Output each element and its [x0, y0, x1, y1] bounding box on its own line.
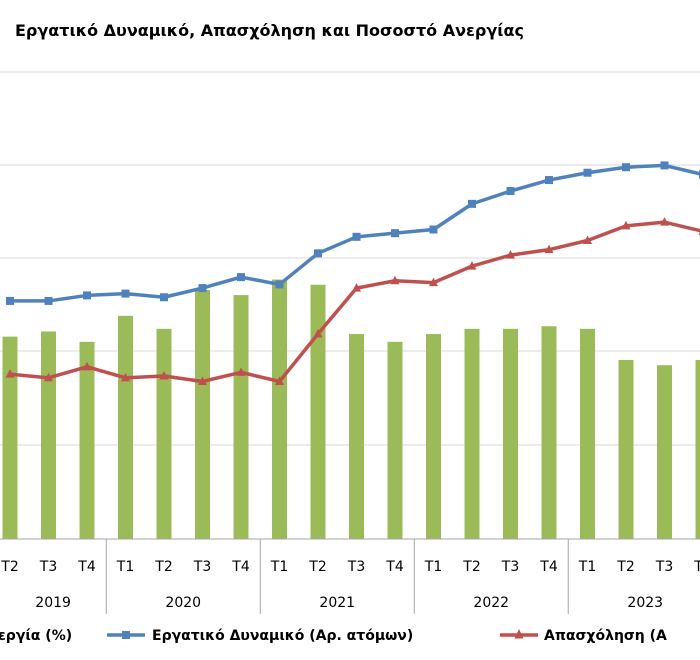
x-tick-label: T3 [655, 559, 673, 575]
year-label: 2021 [319, 595, 355, 611]
x-tick-label: T2 [0, 559, 18, 575]
marker-labour-force [121, 289, 130, 298]
x-tick-label: T3 [501, 559, 519, 575]
marker-employment [506, 250, 515, 259]
marker-labour-force [660, 161, 669, 170]
bar-unemployment [541, 326, 557, 539]
year-label: 2019 [35, 595, 71, 611]
marker-labour-force [545, 176, 553, 185]
marker-employment [121, 372, 130, 382]
marker-labour-force [198, 284, 207, 293]
marker-employment [390, 275, 400, 285]
bar-unemployment [118, 315, 133, 539]
marker-labour-force [468, 199, 476, 208]
year-label: 2022 [473, 595, 509, 611]
legend-marker-employment [514, 629, 524, 639]
bar-unemployment [349, 334, 364, 539]
legend-label-unemployment: εργία (%) [0, 628, 72, 644]
marker-employment [198, 376, 207, 386]
marker-labour-force [314, 249, 322, 258]
bar-unemployment [310, 284, 326, 539]
bar-unemployment [2, 336, 18, 539]
bar-unemployment [233, 295, 249, 539]
chart-title: Εργατικό Δυναμικό, Απασχόληση και Ποσοστ… [15, 21, 524, 40]
marker-labour-force [44, 296, 53, 305]
bar-unemployment [272, 279, 287, 539]
legend-marker-labour-force [122, 631, 130, 639]
legend-label-labour-force: Εργατικό Δυναμικό (Αρ. ατόμων) [152, 628, 413, 644]
marker-labour-force [275, 280, 284, 289]
marker-labour-force [583, 168, 592, 177]
x-tick-label: T3 [39, 559, 57, 575]
x-tick-label: T1 [578, 559, 596, 575]
marker-labour-force [160, 293, 168, 302]
marker-employment [313, 328, 323, 338]
bar-unemployment [387, 341, 403, 539]
bar-unemployment [426, 334, 441, 539]
bar-unemployment [195, 289, 210, 539]
marker-employment [5, 369, 15, 378]
marker-labour-force [237, 273, 245, 282]
x-tick-label: T4 [539, 559, 558, 575]
marker-labour-force [429, 225, 438, 234]
marker-employment [544, 244, 554, 254]
x-tick-label: T2 [462, 559, 480, 575]
bar-unemployment [156, 328, 172, 539]
bar-unemployment [503, 328, 518, 539]
marker-employment [660, 217, 669, 226]
marker-employment [82, 361, 92, 371]
marker-employment [583, 235, 592, 244]
x-tick-label: T4 [693, 559, 700, 575]
legend-label-employment: Απασχόληση (Α [544, 628, 667, 644]
marker-labour-force [506, 187, 515, 196]
year-label: 2020 [165, 595, 201, 611]
x-tick-label: T4 [231, 559, 250, 575]
year-label: 2023 [627, 595, 663, 611]
bar-unemployment [657, 365, 672, 539]
bar-unemployment [695, 359, 700, 539]
marker-employment [236, 367, 246, 376]
x-tick-label: T2 [154, 559, 172, 575]
bar-unemployment [580, 328, 595, 539]
x-tick-label: T1 [116, 559, 134, 575]
x-tick-label: T1 [270, 559, 288, 575]
x-tick-label: T4 [385, 559, 404, 575]
marker-employment [352, 283, 361, 292]
x-tick-label: T3 [347, 559, 365, 575]
bar-unemployment [618, 359, 634, 539]
x-tick-label: T1 [424, 559, 442, 575]
bar-unemployment [41, 331, 56, 539]
bar-unemployment [464, 328, 480, 539]
marker-labour-force [83, 291, 91, 300]
x-tick-label: T2 [308, 559, 326, 575]
x-tick-label: T2 [616, 559, 634, 575]
marker-employment [275, 376, 284, 386]
marker-labour-force [6, 296, 14, 305]
x-tick-label: T4 [77, 559, 96, 575]
marker-labour-force [622, 163, 630, 172]
marker-labour-force [391, 229, 399, 238]
marker-employment [467, 261, 477, 270]
marker-employment [44, 372, 53, 382]
marker-labour-force [352, 232, 361, 241]
marker-employment [159, 371, 169, 380]
marker-employment [429, 277, 438, 287]
marker-employment [621, 220, 631, 230]
bar-unemployment [79, 341, 95, 539]
x-tick-label: T3 [193, 559, 211, 575]
